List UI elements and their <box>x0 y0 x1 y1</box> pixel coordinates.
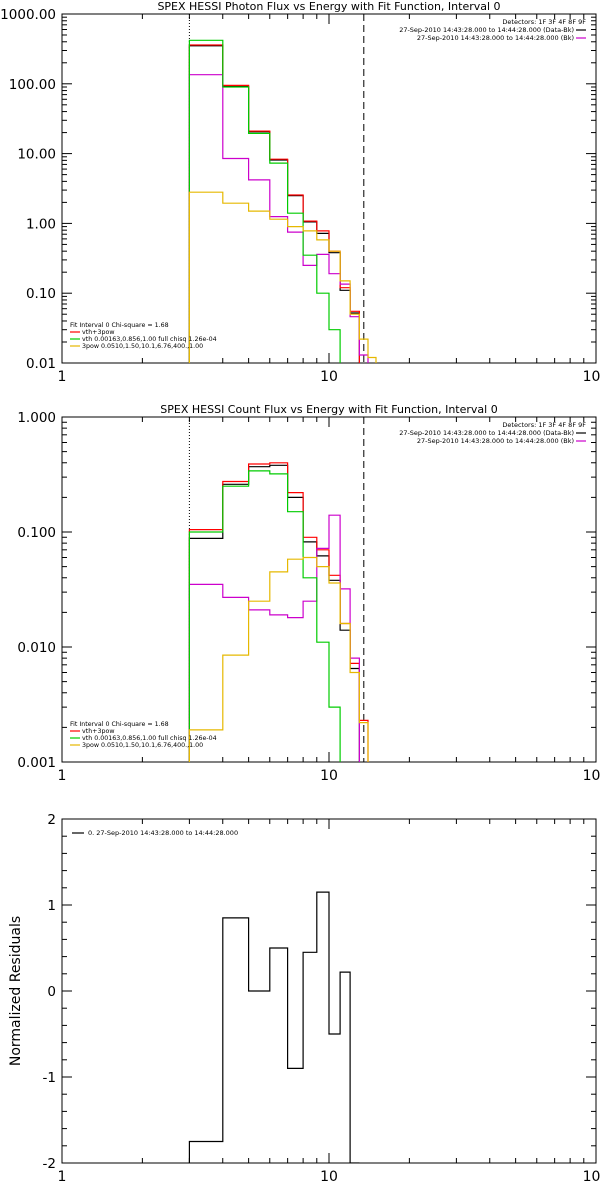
y-tick-label: 1.00 <box>26 216 56 232</box>
legend-detectors: Detectors: 1F 3F 4F 8F 9F <box>502 421 586 429</box>
y-tick-label: 0.01 <box>26 356 56 372</box>
series-line <box>188 462 369 762</box>
legend-entry-label: vth 0.00163,0.856,1.00 full chisq 1.26e-… <box>82 336 217 343</box>
y-tick-label: 10.00 <box>17 147 56 163</box>
y-tick-label: 0.100 <box>17 525 56 541</box>
chart-title: SPEX HESSI Count Flux vs Energy with Fit… <box>160 403 497 416</box>
chart-title: SPEX HESSI Photon Flux vs Energy with Fi… <box>157 0 500 13</box>
series-line <box>188 74 369 363</box>
legend-entry-label: 27-Sep-2010 14:43:28.000 to 14:44:28.000… <box>399 26 574 34</box>
series-line <box>188 39 351 363</box>
legend-entry-label: 3pow 0.0510,1.50,10.1,6.76,400.,1.00 <box>82 343 203 350</box>
y-tick-label: 0.10 <box>26 286 56 302</box>
y-tick-label: 100.00 <box>9 77 56 93</box>
series-line <box>188 470 351 762</box>
plot-frame <box>61 416 597 763</box>
y-tick-label: -1 <box>43 1070 56 1086</box>
legend-entry-label: vth 0.00163,0.856,1.00 full chisq 1.26e-… <box>82 735 217 742</box>
x-tick-label: 1 <box>58 369 67 385</box>
chart-1: SPEX HESSI Count Flux vs Energy with Fit… <box>17 403 600 784</box>
x-tick-label: 10 <box>320 1169 338 1185</box>
y-tick-label: 1 <box>47 898 56 914</box>
chart-2: 1 10 100 -2 -1 0 1 2 Normalized Residuals 0. 27-S… <box>8 812 600 1185</box>
x-tick-label: 100 <box>583 369 600 385</box>
y-tick-label: -2 <box>43 1156 56 1172</box>
y-tick-label: 0.010 <box>17 640 56 656</box>
series-line <box>188 45 360 363</box>
series-line <box>188 891 360 1163</box>
x-tick-label: 100 <box>583 768 600 784</box>
series-line <box>188 514 360 762</box>
y-tick-label: 1000.00 <box>0 7 56 23</box>
y-axis-label: Normalized Residuals <box>8 916 24 1066</box>
x-tick-label: 10 <box>320 369 338 385</box>
chart-0: SPEX HESSI Photon Flux vs Energy with Fi… <box>0 0 600 385</box>
x-tick-label: 10 <box>320 768 338 784</box>
legend-entry-label: vth+3pow <box>82 329 114 336</box>
x-tick-label: 1 <box>58 768 67 784</box>
y-tick-label: 0 <box>47 984 56 1000</box>
legend-entry-label: 27-Sep-2010 14:43:28.000 to 14:44:28.000… <box>417 34 574 42</box>
y-tick-label: 0.001 <box>17 755 56 771</box>
legend-fit-header: Fit Interval 0 Chi-square = 1.68 <box>70 721 169 728</box>
legend-fit-header: Fit Interval 0 Chi-square = 1.68 <box>70 322 169 329</box>
series-line <box>188 191 377 363</box>
legend-entry-label: vth+3pow <box>82 728 114 735</box>
legend-entry-label: 0. 27-Sep-2010 14:43:28.000 to 14:44:28.… <box>88 829 238 837</box>
x-tick-label: 100 <box>583 1169 600 1185</box>
legend-entry-label: 3pow 0.0510,1.50,10.1,6.76,400.,1.00 <box>82 742 203 749</box>
legend-entry-label: 27-Sep-2010 14:43:28.000 to 14:44:28.000… <box>399 429 574 437</box>
y-tick-label: 2 <box>47 812 56 828</box>
x-tick-label: 1 <box>58 1169 67 1185</box>
series-line <box>188 464 360 762</box>
series-line <box>188 44 360 363</box>
series-line <box>188 556 377 762</box>
y-tick-label: 1.000 <box>17 410 56 426</box>
legend-detectors: Detectors: 1F 3F 4F 8F 9F <box>502 18 586 26</box>
legend-entry-label: 27-Sep-2010 14:43:28.000 to 14:44:28.000… <box>417 437 574 445</box>
